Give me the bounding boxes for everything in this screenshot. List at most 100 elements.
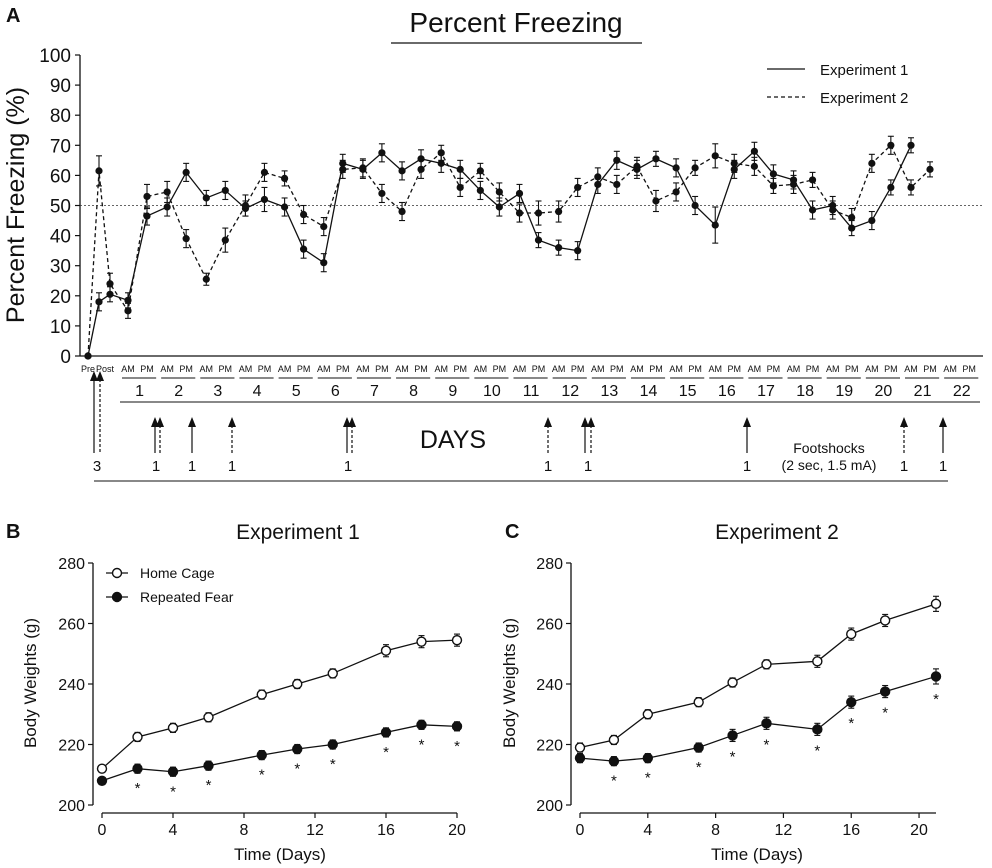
- chart-a-data-point: [691, 164, 699, 172]
- footshocks-parameters: (2 sec, 1.5 mA): [782, 457, 877, 473]
- chart-a-data-point: [868, 159, 876, 167]
- chart-a-data-point: [437, 159, 445, 167]
- chart-b-legend: Home Cage Repeated Fear: [106, 565, 234, 605]
- chart-a-data-point: [789, 180, 798, 189]
- chart-c-y-tick-label: 240: [536, 677, 563, 694]
- chart-a-data-point: [926, 165, 934, 173]
- footshock-arrowhead: [581, 417, 589, 427]
- chart-a-data-point: [730, 159, 738, 167]
- chart-b-data-point-home-cage: [96, 763, 108, 774]
- legend-label-repeated-fear: Repeated Fear: [140, 589, 234, 605]
- chart-a-data-point: [495, 188, 503, 196]
- chart-b-data-point-home-cage: [380, 645, 392, 656]
- chart-c-y-tick-label: 220: [536, 738, 563, 755]
- chart-c-significance-marker: *: [645, 770, 651, 787]
- chart-c-data-point-home-cage: [574, 742, 586, 753]
- chart-a-session-label: AM: [434, 364, 448, 374]
- chart-a-data-point: [652, 155, 660, 163]
- chart-a-session-label: PM: [649, 364, 663, 374]
- chart-a-session-label: PM: [610, 364, 624, 374]
- chart-b-y-tick-label: 220: [58, 738, 85, 755]
- chart-c-significance-marker: *: [933, 691, 939, 708]
- chart-b-data-point-home-cage: [167, 722, 179, 734]
- chart-a-day-label: 2: [174, 383, 183, 400]
- chart-a-session-label: AM: [826, 364, 840, 374]
- chart-a-session-label: PM: [923, 364, 937, 374]
- legend-label-home-cage: Home Cage: [140, 565, 215, 581]
- chart-b-data-point-repeated-fear: [132, 763, 143, 774]
- chart-c-data-point-home-cage: [608, 734, 620, 746]
- chart-a-series-line-experiment-1: [87, 145, 912, 357]
- chart-a-data-point: [378, 189, 386, 198]
- chart-a-data-point: [339, 165, 347, 173]
- footshock-count: 1: [344, 458, 352, 475]
- chart-a-session-label: PM: [258, 364, 272, 374]
- chart-a-y-tick-label: 0: [60, 347, 71, 368]
- chart-c-plot: 200 220 240 260 280 0 4 8 12 16 20 * * * * * * * * *: [536, 556, 942, 839]
- chart-b-significance-marker: *: [419, 736, 425, 753]
- chart-a-data-point: [750, 162, 759, 170]
- chart-a-session-label: AM: [356, 364, 370, 374]
- chart-b-data-point-repeated-fear: [203, 760, 214, 771]
- chart-a-session-label: AM: [121, 364, 135, 374]
- chart-c-data-point-home-cage: [812, 656, 823, 667]
- chart-c-x-tick-label: 4: [643, 822, 652, 839]
- chart-c-data-point-home-cage: [727, 677, 738, 688]
- chart-a-session-label: AM: [943, 364, 957, 374]
- chart-c-significance-marker: *: [882, 705, 888, 722]
- footshock-count: 1: [743, 458, 751, 475]
- chart-b-significance-marker: *: [294, 761, 300, 778]
- chart-c-data-point-repeated-fear: [761, 718, 772, 729]
- chart-a-data-point: [84, 352, 92, 360]
- chart-a-data-point: [281, 174, 289, 183]
- chart-a-day-label: 11: [523, 383, 540, 400]
- chart-a-session-label: AM: [630, 364, 644, 374]
- chart-a-session-label: AM: [669, 364, 683, 374]
- footshock-count: 1: [544, 458, 552, 475]
- chart-a-y-tick-label: 30: [50, 257, 71, 278]
- chart-b-data-point-repeated-fear: [292, 743, 303, 755]
- chart-b-data-point-home-cage: [327, 668, 338, 679]
- chart-a-session-label: AM: [239, 364, 253, 374]
- chart-a-session-label: PM: [845, 364, 859, 374]
- chart-a-data-point: [202, 275, 210, 283]
- footshock-count: 1: [584, 458, 592, 475]
- chart-c-significance-marker: *: [848, 715, 854, 732]
- chart-b-data-point-home-cage: [256, 689, 267, 700]
- chart-a-day-label: 1: [135, 383, 144, 400]
- chart-a-data-point: [555, 244, 563, 252]
- chart-a-data-point: [163, 203, 171, 211]
- footshock-count: 1: [188, 458, 196, 475]
- chart-a-session-label: PM: [962, 364, 976, 374]
- chart-a-x-axis-label: DAYS: [420, 426, 486, 454]
- chart-a-data-point: [808, 176, 817, 184]
- panel-label-a: A: [6, 5, 20, 27]
- footshock-arrowhead: [156, 417, 164, 427]
- chart-a-data-point: [163, 188, 171, 196]
- chart-c-x-tick-label: 16: [842, 822, 860, 839]
- chart-a-session-label: AM: [160, 364, 174, 374]
- chart-a-day-label: 21: [914, 383, 932, 400]
- chart-a-session-label: AM: [709, 364, 723, 374]
- chart-a-day-label: 12: [561, 383, 579, 400]
- chart-a-data-point: [848, 213, 856, 222]
- chart-a-session-label: PM: [140, 364, 154, 374]
- footshock-arrowhead: [90, 371, 98, 381]
- chart-a-y-tick-label: 40: [50, 227, 71, 248]
- chart-a-session-label: PM: [884, 364, 898, 374]
- chart-a-y-tick-label: 10: [50, 317, 71, 338]
- chart-c-data-point-repeated-fear: [812, 724, 823, 735]
- chart-a-day-label: 6: [331, 383, 340, 400]
- chart-b-significance-marker: *: [383, 744, 389, 761]
- chart-a-day-label: 9: [448, 383, 457, 400]
- chart-a-day-label: 15: [679, 383, 697, 400]
- chart-c-data-point-home-cage: [879, 615, 891, 626]
- chart-c-data-point-repeated-fear: [727, 730, 738, 741]
- chart-a-data-point: [378, 149, 386, 157]
- chart-a-session-label: AM: [474, 364, 488, 374]
- chart-b-x-tick-label: 8: [240, 822, 249, 839]
- chart-a-data-point: [907, 183, 915, 192]
- chart-b-data-point-repeated-fear: [96, 775, 108, 786]
- chart-a-data-point: [359, 164, 367, 172]
